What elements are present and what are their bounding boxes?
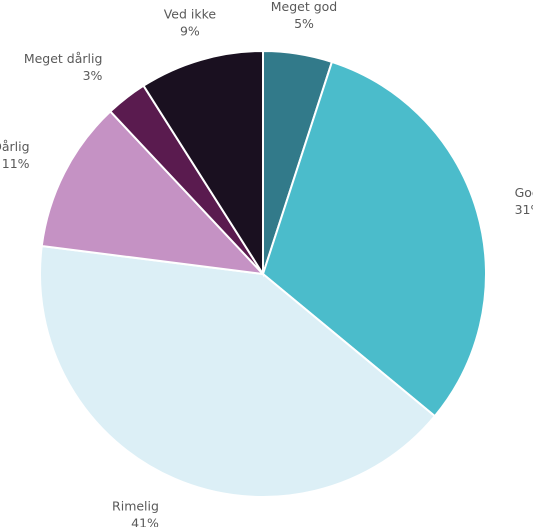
slice-label-value: 9% xyxy=(180,23,200,38)
slice-label-name: Meget dårlig xyxy=(24,51,103,66)
slice-label-name: Dårlig xyxy=(0,139,30,154)
slice-label-value: 31% xyxy=(515,202,533,217)
pie-slice-god xyxy=(261,60,487,418)
slice-label-name: God xyxy=(515,185,533,200)
slice-label-god: God 31% xyxy=(515,185,533,217)
slice-label-meget-d-rlig: Meget dårlig 3% xyxy=(24,51,103,83)
slice-label-ved-ikke: Ved ikke 9% xyxy=(164,6,217,38)
pie-slice-ved-ikke xyxy=(142,49,264,278)
pie-slice-d-rlig xyxy=(40,110,266,276)
slice-label-meget-god: Meget god 5% xyxy=(271,0,338,31)
slice-label-value: 41% xyxy=(131,515,159,527)
slice-label-name: Ved ikke xyxy=(164,6,217,21)
pie-slice-rimelig xyxy=(39,244,437,498)
slice-label-value: 11% xyxy=(2,156,30,171)
slice-label-value: 3% xyxy=(83,68,103,83)
slice-label-value: 5% xyxy=(294,16,314,31)
slice-label-d-rlig: Dårlig 11% xyxy=(0,139,30,171)
slice-label-rimelig: Rimelig 41% xyxy=(112,498,159,527)
slice-label-name: Rimelig xyxy=(112,498,159,513)
slice-label-name: Meget god xyxy=(271,0,338,14)
